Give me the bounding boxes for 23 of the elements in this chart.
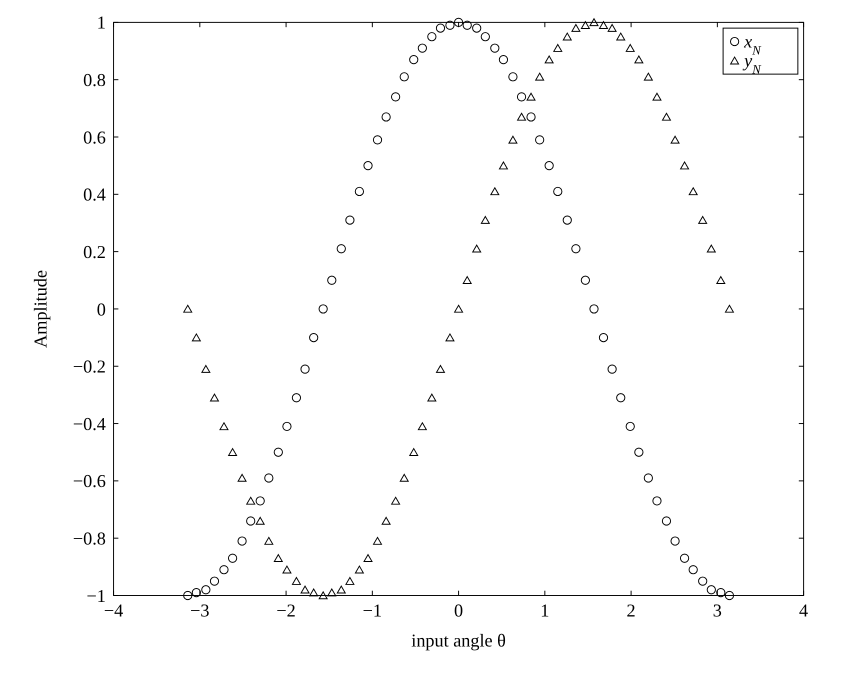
- y-tick-label: −0.8: [72, 528, 106, 549]
- y-tick-label: 0.2: [83, 242, 106, 262]
- y-tick-label: −0.4: [72, 414, 106, 434]
- x-tick-label: 1: [540, 600, 550, 621]
- x-tick-label: −2: [276, 600, 296, 621]
- y-axis-title: Amplitude: [30, 270, 50, 348]
- y-tick-label: 0.4: [83, 184, 106, 205]
- x-tick-label: 2: [626, 600, 636, 621]
- x-tick-label: 3: [712, 600, 722, 621]
- x-tick-label: 0: [454, 600, 464, 621]
- y-tick-label: 0.8: [83, 70, 106, 90]
- y-tick-label: −1: [86, 586, 106, 606]
- x-tick-label: −4: [104, 600, 124, 621]
- y-tick-label: −0.6: [72, 471, 106, 492]
- x-axis-title: input angle θ: [411, 630, 506, 650]
- x-tick-label: −3: [190, 600, 210, 621]
- x-tick-label: 4: [799, 600, 808, 621]
- y-tick-label: 0.6: [83, 127, 106, 148]
- x-tick-label: −1: [362, 600, 382, 621]
- y-tick-label: −0.2: [72, 356, 106, 377]
- y-tick-label: 1: [96, 12, 106, 33]
- legend-label: x$_{N}$: [743, 31, 762, 58]
- y-tick-label: 0: [96, 299, 106, 320]
